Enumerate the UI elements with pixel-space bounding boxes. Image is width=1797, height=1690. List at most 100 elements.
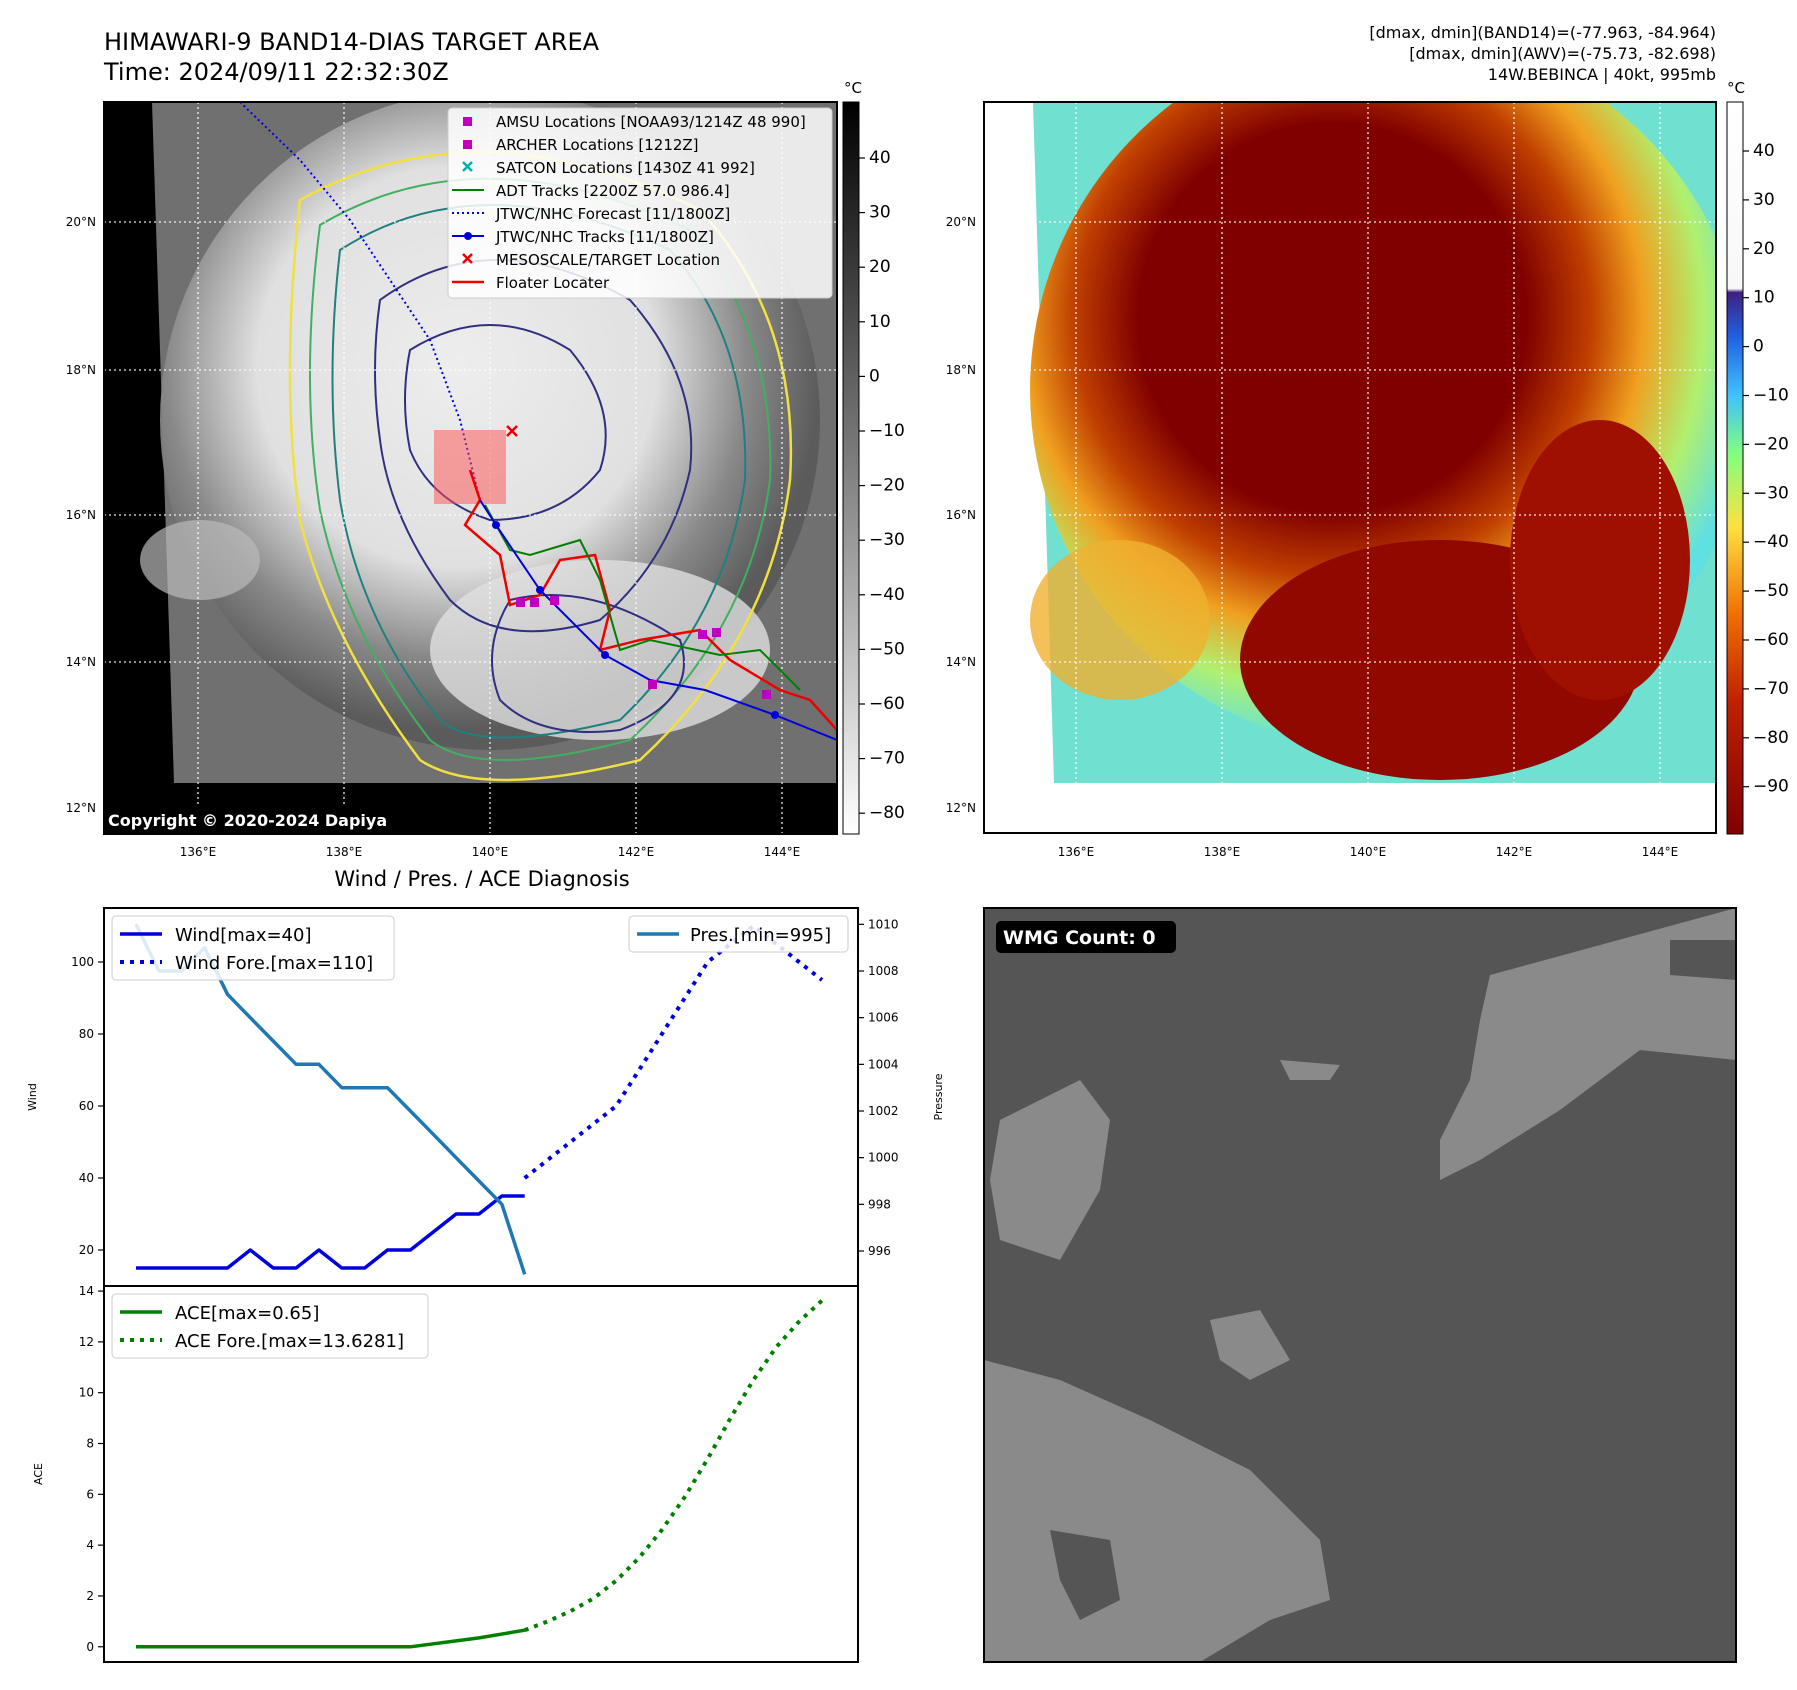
pressure-legend-entry: Pres.[min=995]	[690, 925, 831, 946]
color-map-gridlines	[984, 102, 1716, 833]
wind-forecast-legend-entry: Wind Fore.[max=110]	[175, 953, 373, 974]
diagnosis-chart-title: Wind / Pres. / ACE Diagnosis	[334, 867, 629, 891]
amsu-archer-markers	[516, 596, 771, 699]
wind-legend: Wind[max=40] Wind Fore.[max=110]	[111, 915, 395, 981]
pressure-legend: Pres.[min=995]	[628, 915, 849, 953]
wind-series-line	[136, 1194, 525, 1270]
legend-entry-amsu: AMSU Locations [NOAA93/1214Z 48 990]	[496, 113, 806, 131]
ace-legend: ACE[max=0.65] ACE Fore.[max=13.6281]	[111, 1293, 429, 1359]
color-colorbar-tick-label: −10	[1753, 386, 1789, 406]
color-colorbar-tick-label: 10	[1753, 288, 1775, 308]
lat-label-18n: 18°N	[66, 363, 96, 377]
color-colorbar-tick-label: 20	[1753, 239, 1775, 259]
mesoscale-target-box	[434, 430, 506, 504]
map-frame	[103, 101, 838, 835]
map-legend: AMSU Locations [NOAA93/1214Z 48 990] ARC…	[447, 107, 833, 299]
ace-series	[136, 1299, 824, 1649]
lon-label-142e: 142°E	[618, 845, 655, 859]
ace-series-line	[136, 1628, 525, 1649]
wind-tick-label: 20	[79, 1243, 94, 1257]
color-map-frame	[983, 101, 1717, 834]
copyright-text: Copyright © 2020-2024 Dapiya	[108, 811, 387, 830]
color-lon-label-144e: 144°E	[1642, 845, 1679, 859]
gray-colorbar-tick-label: −40	[869, 585, 905, 605]
gray-colorbar-tick-label: 0	[869, 366, 880, 386]
pressure-axis-ticks: 996 998 1000 1002 1004 1006 1008 1010	[858, 917, 899, 1258]
lon-label-140e: 140°E	[472, 845, 509, 859]
color-lat-label-16n: 16°N	[946, 508, 976, 522]
wind-axis-label: Wind	[26, 1083, 39, 1111]
satellite-map-panel: AMSU Locations [NOAA93/1214Z 48 990] ARC…	[66, 101, 838, 859]
ace-forecast-series-line	[523, 1299, 824, 1633]
color-colorbar-tick-label: 30	[1753, 190, 1775, 210]
gray-colorbar-tick-label: −50	[869, 639, 905, 659]
lon-label-144e: 144°E	[764, 845, 801, 859]
lat-label-14n: 14°N	[66, 655, 96, 669]
ace-axis-ticks: 0 2 4 6 8 10 12 14	[79, 1284, 104, 1654]
floater-locater-track	[463, 469, 837, 731]
info-line1: [dmax, dmin](BAND14)=(-77.963, -84.964)	[1369, 23, 1716, 42]
gray-colorbar-tick-label: −70	[869, 749, 905, 769]
ace-tick-label: 12	[79, 1335, 94, 1349]
gray-colorbar-tick-label: 30	[869, 203, 891, 223]
wind-pressure-chart: 20 40 60 80 100 996 998 1000 1002 1004 1006 1008 10…	[26, 907, 945, 1287]
legend-markers	[452, 117, 484, 284]
pressure-tick-label: 996	[868, 1244, 891, 1258]
color-lat-label-20n: 20°N	[946, 215, 976, 229]
wmg-count-badge	[996, 921, 1176, 953]
gray-colorbar-ticks: 40 30 20 10 0 −10 −20 −30 −40 −50 −60 −70 −80	[859, 148, 905, 823]
pressure-tick-label: 1006	[868, 1011, 899, 1025]
color-colorbar-tick-label: −80	[1753, 728, 1789, 748]
wind-axis-ticks: 20 40 60 80 100	[71, 955, 104, 1257]
lat-label-20n: 20°N	[66, 215, 96, 229]
gray-colorbar-tick-label: 20	[869, 257, 891, 277]
lat-label-12n: 12°N	[66, 801, 96, 815]
color-colorbar-ticks: 40 30 20 10 0 −10 −20 −30 −40 −50 −60 −70 −80 −90	[1743, 141, 1789, 797]
gray-colorbar-tick-label: −30	[869, 530, 905, 550]
ace-tick-label: 6	[86, 1487, 94, 1501]
legend-entry-jtwc-forecast: JTWC/NHC Forecast [11/1800Z]	[495, 205, 730, 223]
lon-label-138e: 138°E	[326, 845, 363, 859]
color-lon-label-140e: 140°E	[1350, 845, 1387, 859]
gray-colorbar-tick-label: −60	[869, 694, 905, 714]
legend-entry-satcon: SATCON Locations [1430Z 41 992]	[496, 159, 755, 177]
legend-entry-adt: ADT Tracks [2200Z 57.0 986.4]	[496, 182, 730, 200]
color-colorbar-tick-label: −60	[1753, 630, 1789, 650]
legend-entry-floater: Floater Locater	[496, 274, 610, 292]
mesoscale-target-marker	[506, 425, 518, 437]
pressure-tick-label: 1004	[868, 1057, 899, 1071]
pressure-tick-label: 1000	[868, 1151, 899, 1165]
gray-colorbar-tick-label: 40	[869, 148, 891, 168]
ace-chart: 0 2 4 6 8 10 12 14 ACE ACE[max=0.65] ACE Fore.[…	[32, 1284, 859, 1663]
lon-label-136e: 136°E	[180, 845, 217, 859]
gray-colorbar-tick-label: −20	[869, 476, 905, 496]
gray-colorbar-tick-label: −80	[869, 803, 905, 823]
ace-tick-label: 4	[86, 1538, 94, 1552]
colored-satellite-panel: 20°N 18°N 16°N 14°N 12°N 136°E 138°E 140…	[946, 101, 1717, 859]
gray-colorbar-tick-label: 10	[869, 312, 891, 332]
color-lat-label-14n: 14°N	[946, 655, 976, 669]
wind-forecast-series-line	[523, 924, 824, 1180]
wind-tick-label: 80	[79, 1027, 94, 1041]
wmg-count-text: WMG Count: 0	[1003, 927, 1156, 949]
contour-navy-inner	[404, 324, 607, 522]
color-colorbar-tick-label: 40	[1753, 141, 1775, 161]
copyright-backdrop	[104, 806, 420, 833]
color-colorbar-unit: °C	[1727, 79, 1745, 97]
color-rainband-east	[1510, 420, 1690, 700]
jtwc-best-track	[479, 499, 837, 741]
color-lon-label-138e: 138°E	[1204, 845, 1241, 859]
gray-colorbar-tick-label: −10	[869, 421, 905, 441]
color-colorbar-tick-label: −40	[1753, 532, 1789, 552]
ace-tick-label: 14	[79, 1284, 94, 1298]
wmg-dark-patches	[1050, 940, 1736, 1620]
legend-box	[447, 107, 833, 299]
ace-tick-label: 2	[86, 1589, 94, 1603]
grayscale-colorbar: °C 40 30 20 10 0 −10 −20 −30 −40 −50 −60 −70 −80	[842, 79, 905, 835]
contour-navy-south	[491, 594, 685, 733]
figure-title-line2: Time: 2024/09/11 22:32:30Z	[103, 58, 449, 86]
pressure-tick-label: 1010	[868, 917, 899, 931]
cloud-patch-west	[140, 520, 260, 600]
wmg-panel: WMG Count: 0	[983, 907, 1737, 1663]
